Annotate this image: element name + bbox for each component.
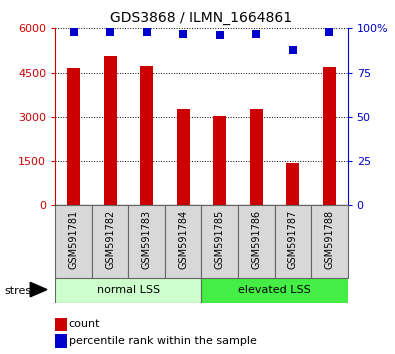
Point (290, 47, 296, 52)
Title: GDS3868 / ILMN_1664861: GDS3868 / ILMN_1664861 (110, 11, 293, 24)
Point (180, 31, 186, 36)
Point (216, 33, 223, 38)
Point (70, 29, 77, 35)
Text: GSM591783: GSM591783 (142, 210, 152, 269)
Bar (140, 66, 153, 205)
Text: GSM591781: GSM591781 (69, 210, 79, 269)
Bar (128, 205, 165, 278)
Point (107, 29, 113, 35)
Bar (201, 205, 238, 278)
Text: GSM591782: GSM591782 (105, 210, 115, 269)
Bar (201, 278, 348, 303)
Bar (286, 163, 299, 205)
Text: count: count (69, 319, 100, 329)
Text: elevated LSS: elevated LSS (238, 285, 311, 295)
Bar (55, 334, 68, 348)
Bar (104, 56, 117, 205)
Bar (55, 318, 68, 331)
Text: percentile rank within the sample: percentile rank within the sample (69, 336, 256, 346)
Bar (92, 205, 128, 278)
Text: GSM591785: GSM591785 (215, 210, 225, 269)
Bar (213, 116, 226, 205)
Bar (165, 205, 201, 278)
Bar (177, 109, 190, 205)
Bar (250, 109, 263, 205)
Text: GSM591787: GSM591787 (288, 210, 298, 269)
Bar (323, 67, 336, 205)
Bar (238, 205, 275, 278)
Text: stress: stress (4, 286, 37, 296)
Bar (55, 205, 92, 278)
Polygon shape (30, 282, 47, 297)
Point (253, 31, 260, 36)
Bar (311, 205, 348, 278)
Bar (55, 278, 201, 303)
Bar (275, 205, 311, 278)
Text: GSM591784: GSM591784 (178, 210, 188, 269)
Point (143, 29, 150, 35)
Text: GSM591786: GSM591786 (251, 210, 261, 269)
Text: normal LSS: normal LSS (97, 285, 160, 295)
Text: GSM591788: GSM591788 (324, 210, 334, 269)
Bar (67, 68, 80, 205)
Point (326, 29, 333, 35)
